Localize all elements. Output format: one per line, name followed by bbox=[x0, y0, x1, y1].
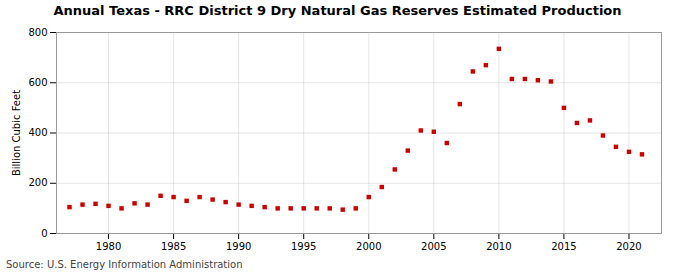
svg-text:400: 400 bbox=[28, 127, 47, 138]
svg-text:2015: 2015 bbox=[551, 241, 576, 252]
svg-text:200: 200 bbox=[28, 177, 47, 188]
svg-text:2020: 2020 bbox=[616, 241, 641, 252]
svg-text:2010: 2010 bbox=[486, 241, 511, 252]
svg-text:1995: 1995 bbox=[291, 241, 316, 252]
svg-text:600: 600 bbox=[28, 77, 47, 88]
svg-text:1985: 1985 bbox=[161, 241, 186, 252]
svg-text:0: 0 bbox=[41, 228, 47, 239]
svg-text:800: 800 bbox=[28, 27, 47, 38]
html-text:Annual Texas - RRC District 9: Annual Texas - RRC District 9 Dry Natura… bbox=[53, 3, 622, 18]
svg-text:1980: 1980 bbox=[96, 241, 121, 252]
svg-text:Billion Cubic Feet: Billion Cubic Feet bbox=[11, 90, 22, 176]
html-text:Source: U.S. Energy Informatio: Source: U.S. Energy Information Administ… bbox=[6, 259, 243, 270]
svg-text:1990: 1990 bbox=[226, 241, 251, 252]
svg-text:2005: 2005 bbox=[421, 241, 446, 252]
svg-text:2000: 2000 bbox=[356, 241, 381, 252]
